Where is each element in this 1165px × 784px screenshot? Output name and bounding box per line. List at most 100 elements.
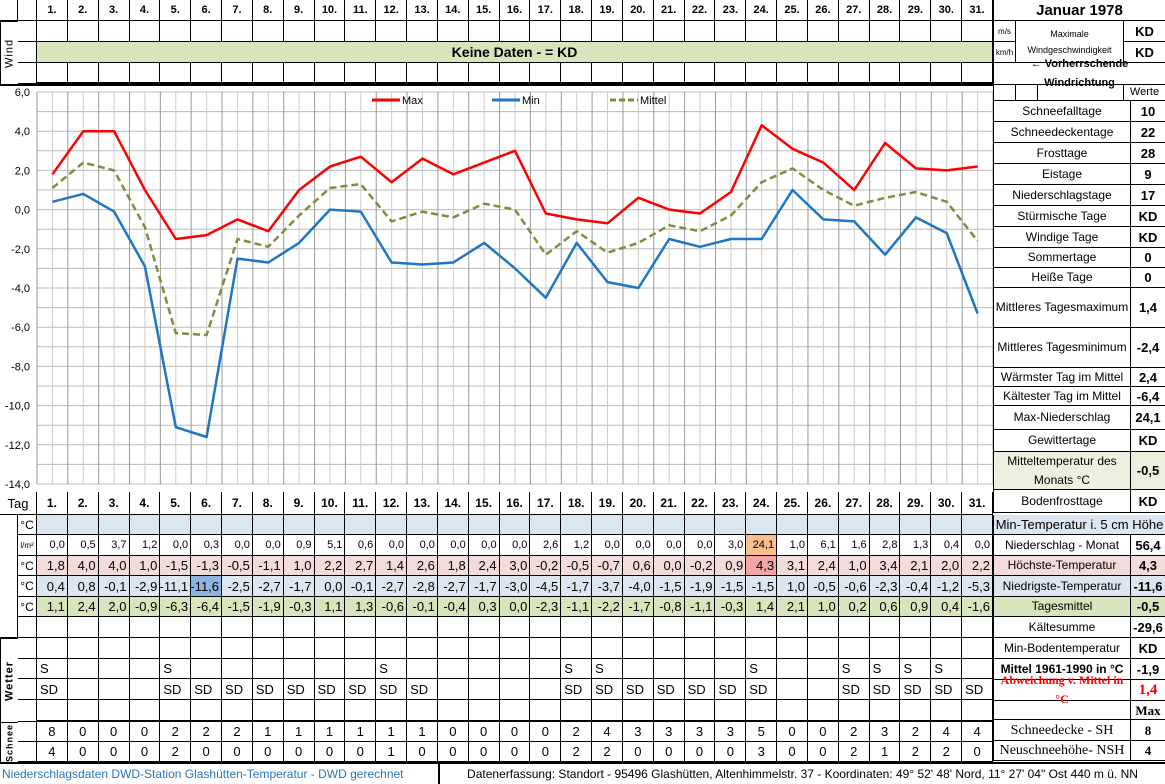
stat-label: Tagesmittel: [993, 597, 1130, 617]
tmean-cell: 0,3: [468, 597, 500, 617]
day-header: 18.: [561, 492, 593, 515]
tmean-cell: 1,4: [746, 597, 778, 617]
wind-cell: [807, 63, 839, 84]
tmax-cell: 3,4: [869, 556, 901, 576]
blank: [746, 700, 778, 722]
wind-cell: [653, 63, 685, 84]
snow-sh-cell: 1: [376, 722, 408, 742]
tmean-cell: -1,5: [222, 597, 253, 617]
snow-sh-cell: 0: [468, 722, 500, 742]
day-header: 31.: [962, 0, 993, 21]
blank: [807, 638, 839, 659]
tmax-cell: 1,0: [838, 556, 870, 576]
weather-s-cell: [222, 659, 253, 679]
tmax-cell: 4,0: [67, 556, 99, 576]
stat-label: Mittel 1961-1990 in °C: [993, 659, 1130, 680]
blank: [437, 617, 469, 638]
snow-sh-cell: 1: [314, 722, 346, 742]
weather-s-cell: [715, 659, 747, 679]
tmin-cell: 1,0: [777, 576, 808, 597]
precip-cell: 0,9: [283, 535, 315, 556]
wind-cell: [807, 21, 839, 42]
day-header: 7.: [222, 0, 253, 21]
weather-s-cell: [283, 659, 315, 679]
snow-sh-cell: 2: [900, 722, 932, 742]
blank: [777, 700, 808, 722]
unit-label: [18, 679, 37, 700]
tmean-cell: -0,3: [715, 597, 747, 617]
stat-label: Mittleres Tagesminimum: [993, 328, 1130, 368]
weather-s-cell: [684, 659, 716, 679]
weather-s-cell: [653, 659, 685, 679]
blank: [18, 42, 37, 63]
min5cm-label: Min-Temperatur i. 5 cm Höhe: [993, 515, 1165, 535]
temperature-chart: 6,0 4,0 2,0 0,0 -2,0 -4,0 -6,0 -8,0 -10,0 -12,0 -1…: [0, 84, 993, 491]
y-tick-label: -4,0: [11, 283, 30, 295]
tmax-cell: 2,1: [900, 556, 932, 576]
blank: [252, 700, 284, 722]
blank: [252, 638, 284, 659]
wind-label: Wind: [0, 21, 18, 84]
tmax-cell: 1,8: [37, 556, 68, 576]
wind-cell: [592, 21, 623, 42]
y-tick-label: 6,0: [15, 87, 30, 99]
stat-value: KD: [1130, 638, 1165, 659]
day-header: 28.: [869, 0, 901, 21]
tmax-cell: -1,5: [160, 556, 192, 576]
blank: [684, 617, 716, 638]
blank: [468, 700, 500, 722]
day-header: 12.: [376, 492, 408, 515]
snow-sh-cell: 0: [807, 722, 839, 742]
weather-s-cell: [530, 659, 562, 679]
precip-cell: 0,6: [345, 535, 377, 556]
day-header: 23.: [715, 492, 747, 515]
blank: [622, 617, 654, 638]
weather-s-cell: S: [592, 659, 623, 679]
blank: [807, 700, 839, 722]
day-header: 3.: [98, 492, 130, 515]
blank: [37, 700, 68, 722]
unit-ms: m/s: [993, 21, 1015, 42]
wind-cell: [592, 63, 623, 84]
stat-value: -0,5: [1130, 452, 1165, 490]
tmax-cell: 2,4: [468, 556, 500, 576]
precip-cell: 0,0: [653, 535, 685, 556]
wind-cell: [499, 21, 531, 42]
weather-sd-cell: [67, 679, 99, 700]
blank: [592, 638, 623, 659]
stat-label: Eistage: [993, 164, 1130, 185]
day-header: 24.: [746, 0, 778, 21]
stat-value: 4: [1130, 741, 1165, 761]
weather-s-cell: S: [746, 659, 778, 679]
blank: [283, 700, 315, 722]
weather-sd-cell: SD: [653, 679, 685, 700]
stat-label: Min-Bodentemperatur: [993, 638, 1130, 659]
weather-sd-cell: SD: [746, 679, 778, 700]
blank: [1037, 85, 1123, 101]
tmin-cell: -11,6: [191, 576, 223, 597]
tmin-cell: -1,7: [561, 576, 593, 597]
tmin-cell: -2,5: [222, 576, 253, 597]
tmean-cell: 2,4: [67, 597, 99, 617]
stat-value: 17: [1130, 185, 1165, 206]
snow-sh-cell: 1: [407, 722, 438, 742]
snow-nsh-cell: 1: [869, 742, 901, 762]
stat-value: -2,4: [1130, 328, 1165, 368]
min5cm-cell: [746, 515, 778, 535]
blank: [129, 700, 161, 722]
weather-sd-cell: SD: [160, 679, 192, 700]
precip-cell: 0,0: [962, 535, 993, 556]
wind-cell: [746, 21, 778, 42]
stat-value: -0,5: [1130, 597, 1165, 617]
stat-label: Abweichung v. Mittel in °C: [993, 673, 1130, 706]
blank: [838, 617, 870, 638]
min5cm-cell: [37, 515, 68, 535]
unit-label: °C: [18, 597, 37, 617]
min5cm-cell: [160, 515, 192, 535]
wind-direction-label: ← Vorherrschende Windrichtung: [993, 58, 1165, 89]
min5cm-cell: [715, 515, 747, 535]
tmax-cell: 1,0: [129, 556, 161, 576]
tmin-cell: -2,3: [869, 576, 901, 597]
wind-cell: [869, 21, 901, 42]
day-header: 29.: [900, 492, 932, 515]
